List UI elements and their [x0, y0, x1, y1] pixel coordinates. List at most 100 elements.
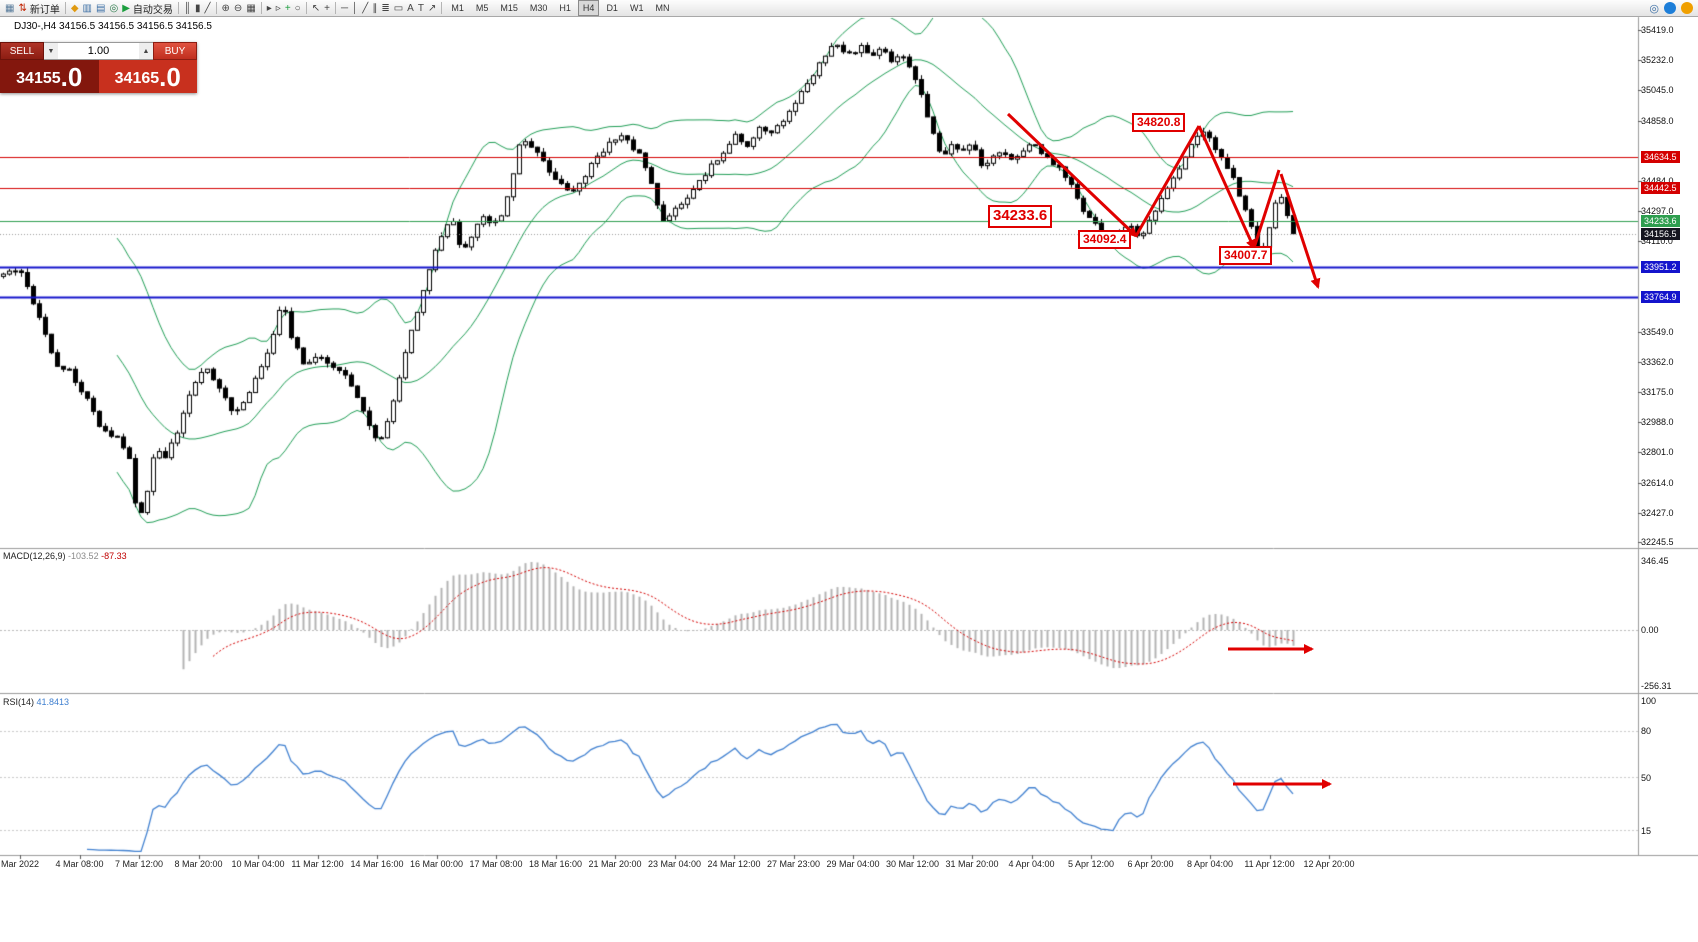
price-annotation-34233.6[interactable]: 34233.6 [988, 205, 1053, 228]
shapes-icon[interactable]: ▭ [392, 1, 405, 16]
volume-input[interactable]: 1.00 [87, 45, 110, 57]
price-annotation-34820.8[interactable]: 34820.8 [1132, 113, 1186, 132]
auto-scroll-icon[interactable]: ▸ [265, 1, 274, 16]
vertical-line-icon[interactable]: │ [350, 1, 360, 16]
period-clock-icon[interactable]: ○ [293, 1, 303, 16]
rsi-axis-label: 100 [1641, 696, 1657, 706]
time-axis-label: 6 Apr 20:00 [1127, 859, 1174, 869]
community-icon[interactable] [1664, 2, 1676, 14]
new-order-button[interactable]: ⇅ 新订单 [16, 1, 61, 16]
data-window-icon[interactable]: ▤ [94, 1, 107, 16]
arrows-tool-icon[interactable]: ↗ [426, 1, 438, 16]
price-axis[interactable]: 35419.0 35232.0 35045.0 34858.0 34484.0 34297… [1641, 0, 1698, 860]
timeframe-m15-button[interactable]: M15 [500, 3, 518, 13]
macd-axis-label: -256.31 [1641, 681, 1672, 691]
trendline-icon[interactable]: ╱ [360, 1, 370, 16]
chart-title: DJ30-,H4 34156.5 34156.5 34156.5 34156.5 [14, 21, 212, 32]
sell-price-pip: .0 [60, 62, 83, 92]
timeframe-m1-button[interactable]: M1 [451, 3, 464, 13]
mql5-market-icon[interactable]: ◆ [69, 1, 81, 16]
time-axis-label: 4 Apr 04:00 [1008, 859, 1055, 869]
candlestick-chart-icon[interactable]: ▮ [193, 1, 203, 16]
price-axis-label: 32245.5 [1641, 537, 1674, 547]
label-icon[interactable]: T [416, 1, 426, 16]
toolbar-separator [334, 2, 336, 14]
price-badge-33951.2: 33951.2 [1641, 260, 1680, 273]
alerts-icon[interactable] [1681, 2, 1693, 14]
autotrading-button[interactable]: ▶ 自动交易 [120, 1, 175, 16]
tile-windows-icon-glyph: ▦ [246, 2, 256, 14]
fibonacci-icon[interactable]: ≣ [379, 1, 391, 16]
new-chart-icon[interactable]: + [283, 1, 293, 16]
price-axis-label: 35419.0 [1641, 25, 1674, 35]
volume-increase-button[interactable]: ▲ [139, 43, 153, 59]
volume-decrease-button[interactable]: ▼ [44, 43, 58, 59]
price-axis-label: 35232.0 [1641, 55, 1674, 66]
fibonacci-icon-glyph: ≣ [381, 2, 390, 14]
price-axis-label: 32614.0 [1641, 477, 1674, 488]
price-axis-label: 32988.0 [1641, 417, 1674, 428]
mql5-market-icon-glyph: ◆ [70, 2, 79, 14]
time-axis-label: 23 Mar 04:00 [647, 859, 702, 869]
price-axis-label: 33549.0 [1641, 326, 1674, 337]
cursor-icon[interactable]: ↖ [310, 1, 322, 16]
time-axis[interactable]: Mar 2022 4 Mar 08:00 7 Mar 12:00 8 Mar 20:0… [0, 857, 1640, 871]
buy-button[interactable]: BUY [153, 42, 197, 60]
toolbar-separator [441, 2, 443, 14]
price-annotation-34007.7[interactable]: 34007.7 [1219, 246, 1273, 265]
new-chart-icon-glyph: + [284, 2, 291, 14]
bar-chart-icon-glyph: ║ [183, 2, 191, 14]
price-badge-34634.5: 34634.5 [1641, 150, 1680, 163]
horizontal-line-icon[interactable]: ─ [339, 1, 350, 16]
tile-windows-icon[interactable]: ▦ [244, 1, 257, 16]
timeframe-h1-button[interactable]: H1 [559, 3, 571, 13]
timeframe-mn-button[interactable]: MN [655, 3, 670, 13]
data-window-icon-glyph: ▤ [96, 2, 106, 14]
zoom-in-icon[interactable]: ⊕ [220, 1, 232, 16]
zoom-out-icon[interactable]: ⊖ [232, 1, 244, 16]
timeframe-d1-button[interactable]: D1 [606, 3, 618, 13]
shapes-icon-glyph: ▭ [393, 2, 404, 14]
charts-toolbar-icon-glyph: ▦ [5, 2, 15, 14]
timeframe-m30-button[interactable]: M30 [529, 3, 548, 13]
buy-price[interactable]: 34165 .0 [98, 60, 197, 93]
timeframe-m5-button[interactable]: M5 [475, 3, 489, 13]
chart-shift-icon[interactable]: ▹ [274, 1, 283, 16]
price-axis-label: 34297.0 [1641, 206, 1674, 217]
trade-panel-prices: 34155 .0 34165 .0 [0, 60, 197, 93]
text-icon-glyph: A [407, 2, 414, 14]
timeframe-h4-button[interactable]: H4 [577, 0, 600, 16]
chart-shift-icon-glyph: ▹ [275, 2, 281, 14]
time-axis-label: 31 Mar 20:00 [945, 859, 999, 869]
sell-button[interactable]: SELL [0, 42, 44, 60]
navigator-icon[interactable]: ◎ [107, 1, 120, 16]
crosshair-icon[interactable]: + [322, 1, 332, 16]
navigator-icon-glyph: ◎ [109, 2, 119, 14]
text-icon[interactable]: A [405, 1, 416, 16]
timeframe-w1-button[interactable]: W1 [629, 3, 644, 13]
line-chart-icon[interactable]: ╱ [203, 1, 213, 16]
price-annotation-34092.4[interactable]: 34092.4 [1078, 230, 1132, 249]
buy-price-main: 34165 [114, 70, 160, 87]
crosshair-icon-glyph: + [324, 2, 330, 14]
toolbar-separator [260, 2, 262, 14]
toolbar-separator [305, 2, 307, 14]
vertical-line-icon-glyph: │ [352, 2, 359, 14]
buy-price-pip: .0 [159, 62, 181, 92]
macd-main-value: -103.52 [68, 551, 99, 561]
charts-toolbar-icon[interactable]: ▦ [3, 1, 16, 16]
rsi-axis-label: 15 [1641, 826, 1652, 836]
time-axis-label: 21 Mar 20:00 [588, 859, 642, 869]
search-icon[interactable]: ◎ [1649, 2, 1659, 15]
price-axis-label: 34858.0 [1641, 115, 1674, 126]
time-axis-label: 14 Mar 16:00 [350, 859, 404, 869]
channel-icon[interactable]: ∥ [370, 1, 379, 16]
time-axis-label: 11 Mar 12:00 [291, 859, 344, 869]
bar-chart-icon[interactable]: ║ [182, 1, 193, 16]
market-watch-icon[interactable]: ▥ [81, 1, 94, 16]
toolbar-separator [64, 2, 66, 14]
channel-icon-glyph: ∥ [372, 2, 378, 14]
toolbar-separator [177, 2, 179, 14]
sell-price[interactable]: 34155 .0 [0, 60, 99, 93]
